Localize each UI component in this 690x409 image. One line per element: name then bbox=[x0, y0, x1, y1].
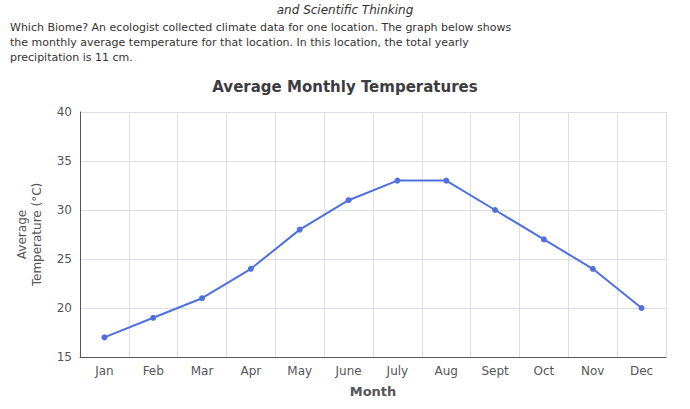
svg-text:35: 35 bbox=[57, 154, 72, 168]
svg-text:40: 40 bbox=[57, 105, 72, 119]
svg-text:the monthly average temperatur: the monthly average temperature for that… bbox=[10, 36, 469, 49]
svg-text:May: May bbox=[287, 364, 312, 378]
svg-text:Oct: Oct bbox=[534, 364, 555, 378]
svg-text:20: 20 bbox=[57, 301, 72, 315]
svg-text:Average: Average bbox=[15, 210, 29, 259]
svg-text:15: 15 bbox=[57, 350, 72, 364]
svg-text:Jan: Jan bbox=[94, 364, 114, 378]
svg-text:Mar: Mar bbox=[191, 364, 214, 378]
svg-text:precipitation is 11 cm.: precipitation is 11 cm. bbox=[10, 51, 133, 64]
svg-text:Which Biome? An ecologist coll: Which Biome? An ecologist collected clim… bbox=[10, 21, 512, 34]
svg-text:Month: Month bbox=[350, 384, 397, 399]
svg-text:Temperature (°C): Temperature (°C) bbox=[30, 183, 44, 288]
svg-text:Nov: Nov bbox=[581, 364, 604, 378]
svg-text:Feb: Feb bbox=[143, 364, 164, 378]
svg-text:June: June bbox=[335, 364, 362, 378]
svg-text:July: July bbox=[386, 364, 409, 378]
svg-text:30: 30 bbox=[57, 203, 72, 217]
svg-text:Dec: Dec bbox=[630, 364, 653, 378]
svg-text:Sept: Sept bbox=[481, 364, 509, 378]
svg-text:Apr: Apr bbox=[241, 364, 262, 378]
svg-text:Aug: Aug bbox=[435, 364, 458, 378]
svg-text:25: 25 bbox=[57, 252, 72, 266]
svg-text:and Scientific Thinking: and Scientific Thinking bbox=[277, 3, 414, 17]
svg-text:Average Monthly Temperatures: Average Monthly Temperatures bbox=[212, 78, 477, 96]
